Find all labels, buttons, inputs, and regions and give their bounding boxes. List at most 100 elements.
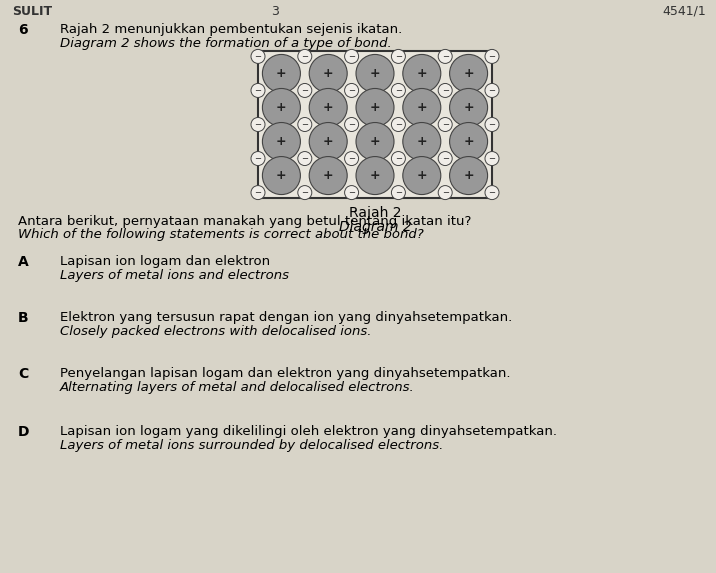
Text: Rajah 2 menunjukkan pembentukan sejenis ikatan.: Rajah 2 menunjukkan pembentukan sejenis …	[60, 23, 402, 36]
Text: +: +	[369, 67, 380, 80]
Text: +: +	[276, 101, 286, 114]
Circle shape	[450, 123, 488, 160]
Text: −: −	[488, 86, 495, 95]
Text: D: D	[18, 425, 29, 439]
Text: C: C	[18, 367, 28, 381]
Text: +: +	[463, 101, 474, 114]
Circle shape	[344, 84, 359, 97]
Text: +: +	[417, 67, 427, 80]
Circle shape	[309, 156, 347, 195]
Circle shape	[298, 84, 311, 97]
Circle shape	[251, 117, 265, 131]
Circle shape	[450, 88, 488, 127]
Text: +: +	[276, 135, 286, 148]
Circle shape	[403, 54, 441, 92]
Text: −: −	[395, 52, 402, 61]
Text: Antara berikut, pernyataan manakah yang betul tentang ikatan itu?: Antara berikut, pernyataan manakah yang …	[18, 215, 471, 228]
Text: +: +	[323, 101, 334, 114]
Text: +: +	[276, 67, 286, 80]
Text: −: −	[395, 120, 402, 129]
Text: Rajah 2: Rajah 2	[349, 206, 401, 220]
Text: −: −	[348, 120, 355, 129]
Text: −: −	[254, 188, 261, 197]
Circle shape	[344, 117, 359, 131]
Circle shape	[485, 151, 499, 166]
Circle shape	[262, 54, 301, 92]
Circle shape	[403, 88, 441, 127]
Circle shape	[356, 123, 394, 160]
Text: −: −	[254, 154, 261, 163]
Circle shape	[392, 151, 405, 166]
Text: −: −	[442, 120, 449, 129]
Text: −: −	[442, 188, 449, 197]
Circle shape	[485, 49, 499, 64]
Text: Diagram 2: Diagram 2	[339, 220, 412, 234]
Text: −: −	[395, 188, 402, 197]
Text: −: −	[301, 154, 309, 163]
Text: −: −	[442, 86, 449, 95]
Bar	[258, 51, 492, 198]
Circle shape	[262, 88, 301, 127]
Text: Penyelangan lapisan logam dan elektron yang dinyahsetempatkan.: Penyelangan lapisan logam dan elektron y…	[60, 367, 511, 380]
Circle shape	[298, 186, 311, 199]
Circle shape	[438, 84, 453, 97]
Circle shape	[485, 117, 499, 131]
Text: Alternating layers of metal and delocalised electrons.: Alternating layers of metal and delocali…	[60, 381, 415, 394]
Text: Closely packed electrons with delocalised ions.: Closely packed electrons with delocalise…	[60, 325, 372, 338]
Circle shape	[485, 186, 499, 199]
Circle shape	[438, 117, 453, 131]
Text: −: −	[488, 120, 495, 129]
Text: −: −	[254, 120, 261, 129]
Text: −: −	[442, 52, 449, 61]
Text: −: −	[395, 154, 402, 163]
Text: +: +	[417, 169, 427, 182]
Circle shape	[251, 49, 265, 64]
Circle shape	[392, 186, 405, 199]
Text: +: +	[463, 67, 474, 80]
Text: +: +	[369, 169, 380, 182]
Circle shape	[392, 117, 405, 131]
Text: +: +	[417, 135, 427, 148]
Circle shape	[309, 123, 347, 160]
Text: +: +	[463, 135, 474, 148]
Circle shape	[298, 151, 311, 166]
Circle shape	[438, 186, 453, 199]
Circle shape	[356, 88, 394, 127]
Text: SULIT: SULIT	[12, 5, 52, 18]
Circle shape	[438, 49, 453, 64]
Circle shape	[262, 123, 301, 160]
Circle shape	[344, 151, 359, 166]
Text: −: −	[254, 52, 261, 61]
Circle shape	[251, 84, 265, 97]
Text: Lapisan ion logam yang dikelilingi oleh elektron yang dinyahsetempatkan.: Lapisan ion logam yang dikelilingi oleh …	[60, 425, 557, 438]
Text: Diagram 2 shows the formation of a type of bond.: Diagram 2 shows the formation of a type …	[60, 37, 392, 50]
Text: −: −	[488, 52, 495, 61]
Text: −: −	[254, 86, 261, 95]
Circle shape	[356, 54, 394, 92]
Text: −: −	[348, 86, 355, 95]
Text: −: −	[301, 188, 309, 197]
Text: −: −	[301, 52, 309, 61]
Text: 3: 3	[271, 5, 279, 18]
Circle shape	[403, 123, 441, 160]
Circle shape	[262, 156, 301, 195]
Text: +: +	[323, 135, 334, 148]
Text: Layers of metal ions and electrons: Layers of metal ions and electrons	[60, 269, 289, 282]
Text: Elektron yang tersusun rapat dengan ion yang dinyahsetempatkan.: Elektron yang tersusun rapat dengan ion …	[60, 311, 512, 324]
Text: −: −	[348, 52, 355, 61]
Circle shape	[450, 156, 488, 195]
Text: +: +	[463, 169, 474, 182]
Circle shape	[403, 156, 441, 195]
Circle shape	[392, 84, 405, 97]
Text: A: A	[18, 255, 29, 269]
Circle shape	[298, 49, 311, 64]
Text: Layers of metal ions surrounded by delocalised electrons.: Layers of metal ions surrounded by deloc…	[60, 439, 443, 452]
Text: −: −	[301, 86, 309, 95]
Text: +: +	[323, 67, 334, 80]
Text: +: +	[323, 169, 334, 182]
Text: 4541/1: 4541/1	[662, 5, 706, 18]
Text: −: −	[395, 86, 402, 95]
Text: +: +	[369, 135, 380, 148]
Text: +: +	[369, 101, 380, 114]
Circle shape	[251, 151, 265, 166]
